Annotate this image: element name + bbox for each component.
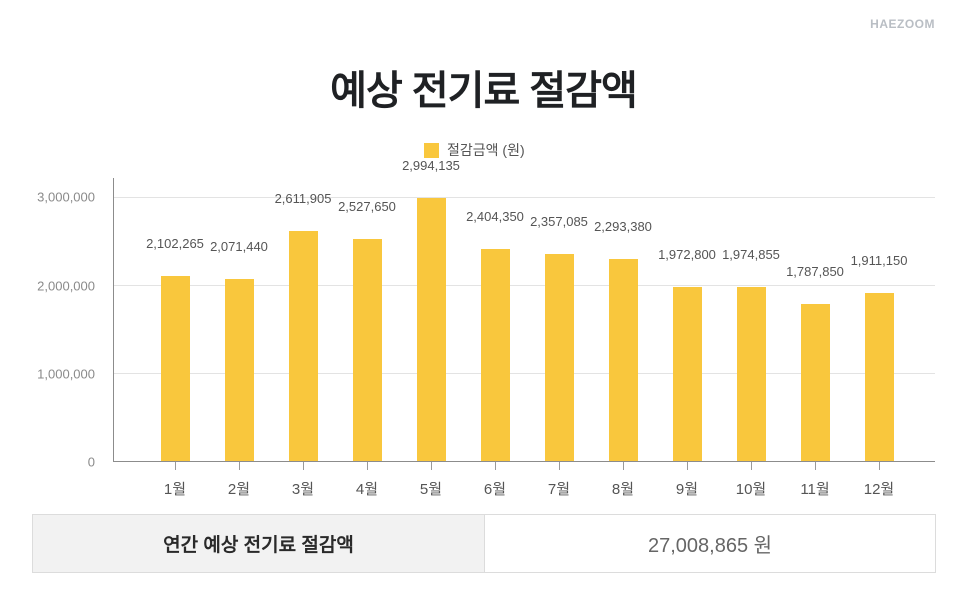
- gridline-3m: [113, 197, 935, 198]
- bar-value-label: 2,071,440: [210, 239, 268, 254]
- x-tick: [431, 462, 432, 470]
- x-tick: [495, 462, 496, 470]
- x-axis: [113, 461, 935, 462]
- y-tick-label: 1,000,000: [37, 366, 95, 382]
- x-tick: [175, 462, 176, 470]
- bar: [160, 276, 190, 461]
- x-tick-label: 9월: [675, 481, 699, 498]
- bar: [288, 231, 318, 461]
- bar: [736, 287, 766, 461]
- legend-label: 절감금액 (원): [447, 142, 525, 158]
- x-tick-label: 3월: [291, 481, 315, 498]
- x-tick: [815, 462, 816, 470]
- bar-chart: 3,000,000 2,000,000 1,000,000 0 2,102,26…: [37, 158, 935, 498]
- bar: [416, 198, 446, 461]
- brand-logo: HAEZOOM: [870, 17, 935, 31]
- x-tick: [879, 462, 880, 470]
- bar-value-label: 1,911,150: [850, 253, 908, 268]
- bar-value-label: 2,527,650: [338, 199, 396, 214]
- x-tick: [559, 462, 560, 470]
- bar-value-label: 1,972,800: [658, 247, 716, 262]
- summary-value: 27,008,865 원: [647, 535, 773, 557]
- legend-swatch: [424, 142, 439, 158]
- y-tick-label: 2,000,000: [37, 278, 95, 294]
- x-tick: [751, 462, 752, 470]
- bar: [672, 287, 702, 461]
- x-tick-label: 10월: [735, 481, 767, 498]
- x-tick-label: 1월: [163, 481, 187, 498]
- x-tick-label: 8월: [611, 481, 635, 498]
- x-tick: [687, 462, 688, 470]
- x-tick: [239, 462, 240, 470]
- bar-value-label: 1,974,855: [722, 247, 780, 262]
- y-tick-label: 0: [87, 454, 95, 470]
- bar: [608, 259, 638, 461]
- bar-value-label: 2,994,135: [402, 158, 460, 173]
- bar-value-label: 2,102,265: [146, 236, 204, 251]
- bar: [864, 293, 894, 461]
- summary-label: 연간 예상 전기료 절감액: [33, 515, 485, 572]
- gridline-2m: [113, 285, 935, 286]
- bar: [544, 254, 574, 461]
- bar-value-label: 2,293,380: [594, 219, 652, 234]
- y-tick-label: 3,000,000: [37, 189, 95, 205]
- bar: [480, 249, 510, 461]
- x-tick: [367, 462, 368, 470]
- bar: [352, 239, 382, 461]
- bar-value-label: 2,357,085: [530, 214, 588, 229]
- x-tick: [303, 462, 304, 470]
- gridline-1m: [113, 373, 935, 374]
- chart-legend: 절감금액 (원): [424, 140, 525, 160]
- bar-value-label: 2,404,350: [466, 209, 524, 224]
- bar: [224, 279, 254, 461]
- annual-summary-table: 연간 예상 전기료 절감액 27,008,865 원: [32, 514, 936, 573]
- x-tick: [623, 462, 624, 470]
- bar-value-label: 2,611,905: [274, 191, 332, 206]
- x-tick-label: 2월: [227, 481, 251, 498]
- x-tick-label: 12월: [863, 481, 895, 498]
- page-title: 예상 전기료 절감액: [330, 69, 638, 113]
- x-tick-label: 5월: [419, 481, 443, 498]
- x-tick-label: 7월: [547, 481, 571, 498]
- y-axis: [113, 178, 114, 462]
- x-tick-label: 11월: [800, 481, 830, 498]
- bar: [800, 304, 830, 461]
- bar-value-label: 1,787,850: [786, 264, 844, 279]
- x-tick-label: 6월: [483, 481, 507, 498]
- x-tick-label: 4월: [355, 481, 379, 498]
